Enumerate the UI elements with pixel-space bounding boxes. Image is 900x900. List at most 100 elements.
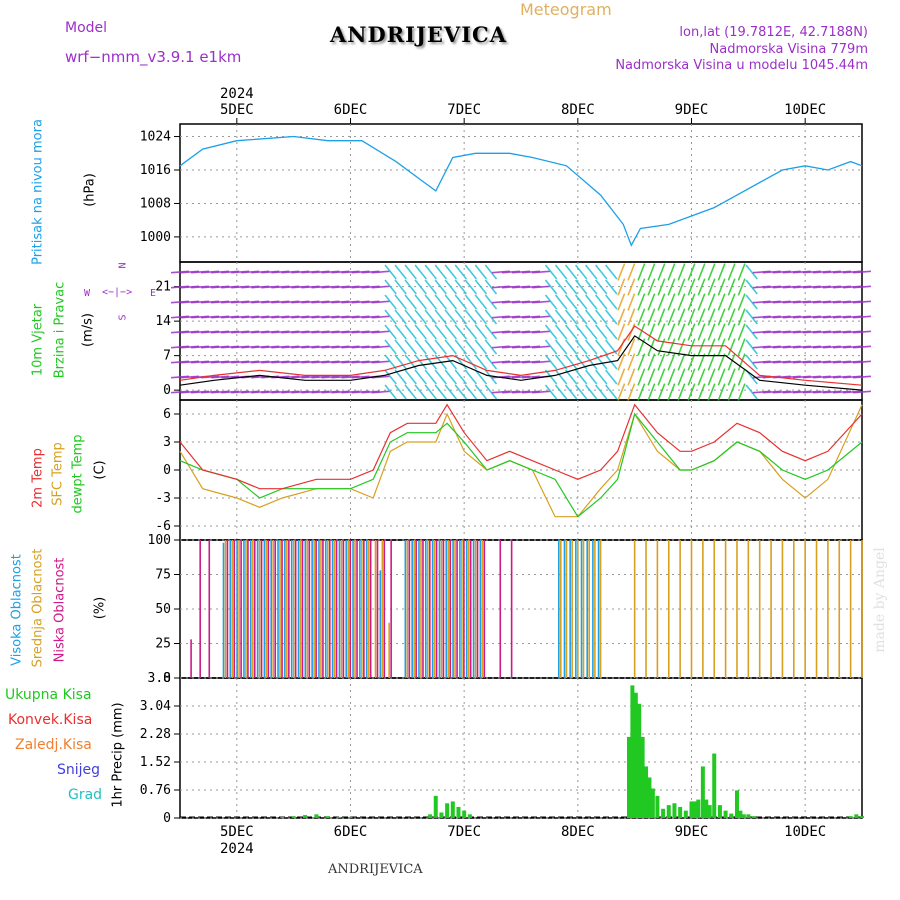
precip-bar xyxy=(644,766,649,818)
wind-arrow xyxy=(251,330,270,334)
day-label-bottom: 9DEC xyxy=(675,824,709,840)
wind-arrow xyxy=(605,324,618,340)
wind-arrow xyxy=(627,263,636,281)
wind-arrow xyxy=(637,308,646,326)
wind-arrow xyxy=(444,294,458,310)
wind-arrow xyxy=(782,345,801,349)
day-label-bottom: 8DEC xyxy=(561,824,595,840)
wind-arrow xyxy=(221,330,240,334)
wind-arrow xyxy=(474,369,488,385)
wind-arrow xyxy=(745,339,758,355)
wind-arrow xyxy=(281,360,300,364)
wind-arrow xyxy=(491,300,510,304)
wind-arrow xyxy=(707,323,716,341)
wind-arrow xyxy=(782,330,801,334)
day-label-top: 10DEC xyxy=(784,102,826,118)
wind-arrow xyxy=(361,285,380,289)
wind-arrow xyxy=(605,279,618,295)
wind-arrow xyxy=(802,270,821,274)
wind-arrow xyxy=(221,375,240,379)
wind-arrow xyxy=(595,369,608,385)
wind-arrow xyxy=(842,390,862,394)
wind-arrow xyxy=(822,330,841,334)
wind-arrow xyxy=(170,315,190,319)
wind-arrow xyxy=(637,263,646,281)
wind-arrow xyxy=(792,345,811,349)
wind-arrow xyxy=(717,353,726,371)
wind-arrow xyxy=(544,264,558,280)
wind-arrow xyxy=(404,279,417,295)
wind-arrow xyxy=(384,339,397,355)
wind-arrow xyxy=(737,308,746,326)
wind-arrow xyxy=(772,270,791,274)
wind-arrow xyxy=(301,360,320,364)
wind-arrow xyxy=(474,324,488,340)
wind-arrow xyxy=(170,360,190,364)
wind-arrow xyxy=(444,384,458,400)
wind-arrow xyxy=(842,345,862,349)
wind-arrow xyxy=(180,375,200,379)
y-tick-label: 25 xyxy=(155,637,171,652)
wind-arrow xyxy=(737,323,746,341)
wind-arrow xyxy=(687,308,696,326)
wind-arrow xyxy=(394,279,407,295)
precip-bar xyxy=(700,766,705,818)
wind-arrow xyxy=(802,390,821,394)
wind-arrow xyxy=(727,353,736,371)
wind-arrow xyxy=(617,323,626,341)
wind-arrow xyxy=(544,339,558,355)
wind-arrow xyxy=(414,384,427,400)
wind-arrow xyxy=(301,300,320,304)
wind-arrow xyxy=(812,345,831,349)
precip-bar xyxy=(723,810,728,818)
wind-arrow xyxy=(737,263,746,281)
wind-arrow xyxy=(211,270,230,274)
wind-arrow xyxy=(331,345,350,349)
wind-arrow xyxy=(301,285,320,289)
wind-arrow xyxy=(464,384,478,400)
wind-arrow xyxy=(717,338,726,356)
wind-arrow xyxy=(251,270,270,274)
precip-bar xyxy=(655,795,660,818)
wind-arrow xyxy=(231,300,250,304)
wind-arrow xyxy=(667,308,676,326)
precip-bar xyxy=(428,814,433,818)
wind-arrow xyxy=(697,383,706,401)
y-tick-label: 50 xyxy=(155,602,171,617)
wind-arrow xyxy=(201,330,220,334)
wind-arrow xyxy=(521,270,541,274)
wind-arrow xyxy=(404,339,417,355)
wind-arrow xyxy=(677,278,686,296)
wind-arrow xyxy=(657,383,666,401)
wind-arrow xyxy=(617,308,626,326)
wind-arrow xyxy=(762,315,781,319)
precip-bar xyxy=(325,816,330,818)
wind-arrow xyxy=(842,300,862,304)
wind-arrow xyxy=(424,294,437,310)
wind-arrow xyxy=(544,384,558,400)
wind-arrow xyxy=(627,308,636,326)
wind-arrow xyxy=(832,285,851,289)
wind-arrow xyxy=(201,300,220,304)
wind-arrow xyxy=(762,345,781,349)
wind-arrow xyxy=(697,323,706,341)
wind-arrow xyxy=(321,390,340,394)
day-label-top: 8DEC xyxy=(561,102,595,118)
wind-arrow xyxy=(697,263,706,281)
wind-arrow xyxy=(341,360,360,364)
wind-arrow xyxy=(311,345,330,349)
wind-arrow xyxy=(782,390,801,394)
wind-arrow xyxy=(752,270,771,274)
wind-arrow xyxy=(464,354,478,370)
wind-arrow xyxy=(852,315,872,319)
wind-arrow xyxy=(241,360,260,364)
wind-arrow xyxy=(321,285,340,289)
precip-bar xyxy=(647,777,652,818)
wind-arrow xyxy=(647,308,656,326)
wind-arrow xyxy=(201,285,220,289)
y-tick-label: 3.8 xyxy=(148,671,171,686)
precip-bar xyxy=(314,814,319,818)
wind-arrow xyxy=(271,285,290,289)
wind-arrow xyxy=(677,338,686,356)
precip-bar xyxy=(661,808,666,818)
